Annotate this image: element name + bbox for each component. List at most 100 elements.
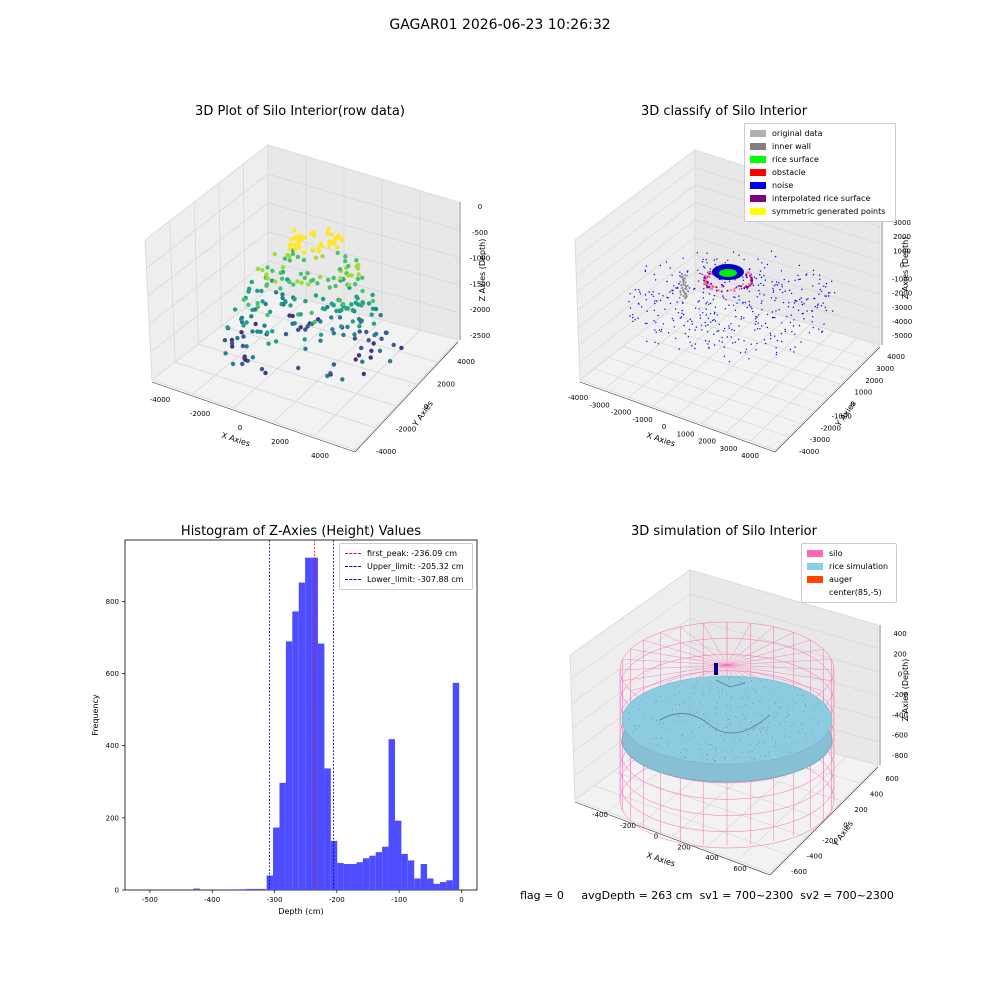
interpolated-point xyxy=(746,271,749,274)
interpolated-point xyxy=(750,282,753,285)
scatter-point xyxy=(230,344,235,349)
silo-roof-wire xyxy=(619,664,728,671)
rice-mesh-point xyxy=(730,715,732,717)
noise-point xyxy=(752,310,754,313)
scatter-point xyxy=(225,325,230,330)
rice-mesh-point xyxy=(656,720,658,722)
noise-point xyxy=(718,323,720,325)
noise-point xyxy=(812,326,814,329)
interpolated-point xyxy=(733,290,736,293)
classify-plot-title: 3D classify of Silo Interior xyxy=(640,104,808,119)
noise-point xyxy=(666,280,668,283)
noise-point xyxy=(662,295,664,297)
scatter-point xyxy=(346,282,351,287)
rice-mesh-point xyxy=(693,684,695,686)
noise-point xyxy=(639,293,642,295)
rice-mesh-point xyxy=(774,716,776,718)
figure-suptitle: GAGAR01 2026-06-23 10:26:32 xyxy=(389,17,611,33)
noise-point xyxy=(761,262,763,264)
scatter-point xyxy=(250,329,255,334)
rice-mesh-point xyxy=(760,755,761,757)
rice-mesh-point xyxy=(723,739,725,741)
noise-point xyxy=(823,323,825,325)
noise-point xyxy=(707,317,709,320)
y-tick-label: -200 xyxy=(822,837,838,845)
scatter-point xyxy=(244,320,249,325)
rice-mesh-point xyxy=(729,725,731,726)
noise-point xyxy=(790,314,792,316)
interpolated-point xyxy=(709,288,712,291)
scatter-point xyxy=(241,323,246,328)
noise-point xyxy=(697,269,699,271)
rice-mesh-point xyxy=(776,712,778,714)
noise-point xyxy=(734,296,736,299)
scatter-point xyxy=(341,301,346,307)
noise-point xyxy=(769,332,771,335)
rice-mesh-point xyxy=(726,693,728,695)
y-tick-label: 600 xyxy=(885,775,898,783)
noise-point xyxy=(781,322,783,324)
rice-mesh-point xyxy=(731,749,733,751)
scatter-point xyxy=(303,299,308,304)
scatter-point xyxy=(265,312,270,318)
scatter-point xyxy=(278,286,283,291)
noise-point xyxy=(758,314,760,316)
noise-point xyxy=(677,312,680,314)
noise-point xyxy=(756,296,758,298)
avg-depth-text: avgDepth = 263 cm xyxy=(581,889,693,902)
inner-wall-point xyxy=(684,287,687,290)
rice-mesh-point xyxy=(754,758,756,760)
scatter-point xyxy=(280,292,285,297)
scatter-point xyxy=(255,329,260,334)
rice-mesh-point xyxy=(750,721,752,723)
scatter-point xyxy=(327,285,332,290)
grid-line xyxy=(576,202,881,293)
rice-mesh-point xyxy=(720,735,721,737)
rice-mesh-point xyxy=(815,722,817,724)
rice-mesh-point xyxy=(650,738,652,740)
rice-mesh-point xyxy=(717,701,719,703)
scatter-point xyxy=(317,274,323,280)
scatter-point xyxy=(270,268,275,273)
histogram-bar xyxy=(337,862,344,890)
noise-point xyxy=(694,307,697,309)
rice-mesh-point xyxy=(724,758,726,760)
scatter-point xyxy=(288,242,293,247)
noise-point xyxy=(738,295,740,297)
noise-point xyxy=(751,308,753,310)
noise-point xyxy=(791,331,793,333)
rice-mesh-point xyxy=(804,698,806,700)
noise-point xyxy=(808,332,811,334)
noise-point xyxy=(758,289,760,292)
scatter-point xyxy=(337,267,343,272)
rice-mesh-point xyxy=(652,727,654,729)
scatter-point xyxy=(265,330,270,335)
noise-point xyxy=(681,273,683,275)
z-tick-label: -1000 xyxy=(892,276,912,284)
scatter-point xyxy=(337,315,343,320)
rice-mesh-point xyxy=(678,691,680,693)
y-tick-label: 0 xyxy=(850,401,854,409)
grid-line xyxy=(578,254,881,346)
x-tick-label: -2000 xyxy=(190,410,210,418)
rice-mesh-point xyxy=(797,694,799,696)
scatter-point xyxy=(369,312,374,317)
scatter-point xyxy=(333,283,338,289)
noise-point xyxy=(757,258,759,260)
noise-point xyxy=(689,318,691,320)
noise-point xyxy=(812,274,815,276)
grid-line xyxy=(570,593,879,680)
scatter-point xyxy=(325,373,330,379)
histogram-bar xyxy=(240,889,247,890)
noise-point xyxy=(763,294,765,296)
interpolated-point xyxy=(711,288,714,291)
grid-line xyxy=(680,300,867,359)
x-axis-line xyxy=(574,801,771,876)
z-tick-label: -5000 xyxy=(892,332,912,340)
rice-mesh-point xyxy=(755,690,757,692)
noise-point xyxy=(669,302,672,305)
inner-wall-point xyxy=(682,295,685,297)
scatter-point xyxy=(357,324,362,329)
z-axis-label: Z Axies (Depth) xyxy=(901,237,910,300)
noise-point xyxy=(772,316,774,319)
